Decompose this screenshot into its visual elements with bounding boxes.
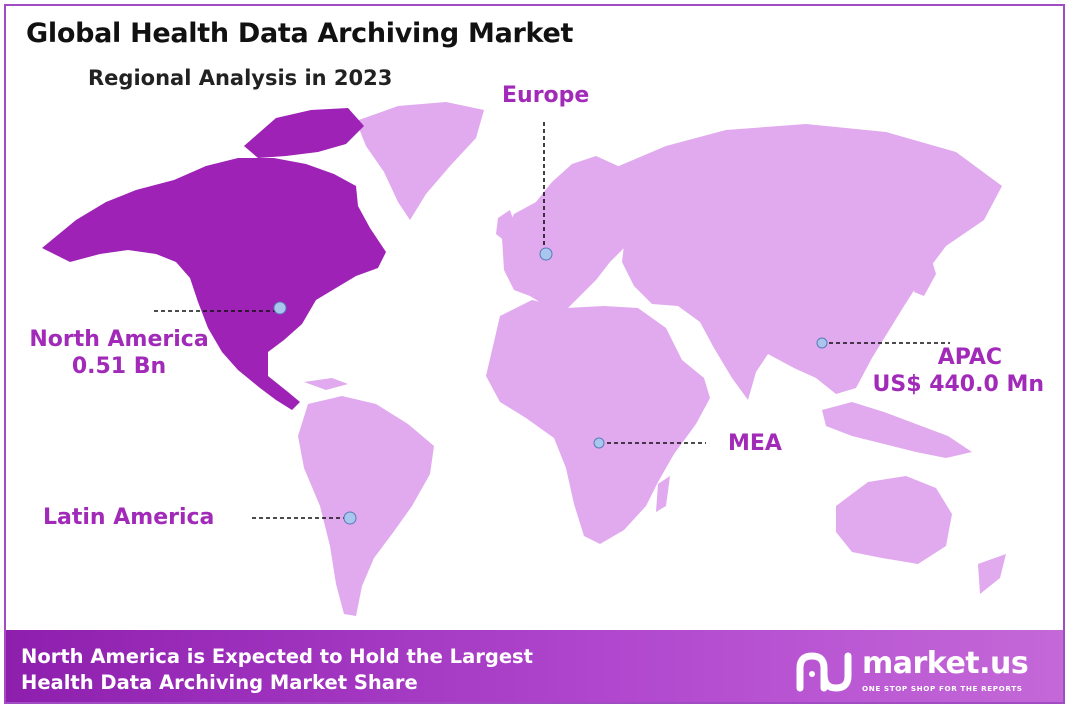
- europe-label: Europe: [502, 82, 589, 109]
- infographic-frame: Global Health Data Archiving Market Regi…: [4, 4, 1065, 704]
- brand-tagline: ONE STOP SHOP FOR THE REPORTS: [862, 684, 1023, 693]
- apac-value: US$ 440.0 Mn: [872, 372, 1044, 397]
- madagascar: [656, 476, 670, 512]
- caribbean-islands: [304, 378, 348, 390]
- north-america-label: North America 0.51 Bn: [14, 326, 224, 380]
- footer-banner: North America is Expected to Hold the La…: [6, 630, 1063, 702]
- south-america: [298, 396, 434, 616]
- footer-line-1: North America is Expected to Hold the La…: [21, 645, 533, 668]
- greenland: [356, 102, 484, 220]
- footer-statement: North America is Expected to Hold the La…: [21, 644, 533, 696]
- north-america-name: North America: [29, 327, 209, 352]
- page-title: Global Health Data Archiving Market: [26, 18, 574, 49]
- africa: [486, 300, 710, 544]
- north-america-marker: [273, 301, 287, 315]
- australia: [836, 476, 952, 564]
- north-america: [42, 158, 386, 410]
- apac-marker: [816, 337, 828, 349]
- latin-america-name: Latin America: [43, 505, 215, 530]
- asia: [614, 124, 1002, 400]
- europe: [502, 156, 636, 314]
- europe-marker: [539, 247, 553, 261]
- latin-america-label: Latin America: [43, 504, 214, 531]
- brand-name: market.us: [862, 646, 1029, 681]
- new-zealand: [978, 554, 1006, 594]
- southeast-asia-islands: [822, 402, 972, 458]
- market-us-logo-icon: [796, 652, 852, 692]
- world-map: [42, 102, 1006, 616]
- mea-label: MEA: [728, 430, 782, 457]
- mea-name: MEA: [728, 431, 782, 456]
- arctic-islands: [244, 108, 364, 158]
- page-subtitle: Regional Analysis in 2023: [88, 66, 393, 90]
- british-isles: [496, 210, 516, 242]
- japan: [914, 254, 936, 296]
- europe-name: Europe: [502, 83, 590, 108]
- latin-america-marker: [343, 511, 357, 525]
- footer-line-2: Health Data Archiving Market Share: [21, 671, 418, 694]
- north-america-value: 0.51 Bn: [71, 354, 167, 379]
- mea-marker: [593, 437, 605, 449]
- apac-label: APAC US$ 440.0 Mn: [826, 344, 1044, 398]
- apac-name: APAC: [937, 345, 1002, 370]
- brand-logo: market.us ONE STOP SHOP FOR THE REPORTS: [796, 646, 1046, 696]
